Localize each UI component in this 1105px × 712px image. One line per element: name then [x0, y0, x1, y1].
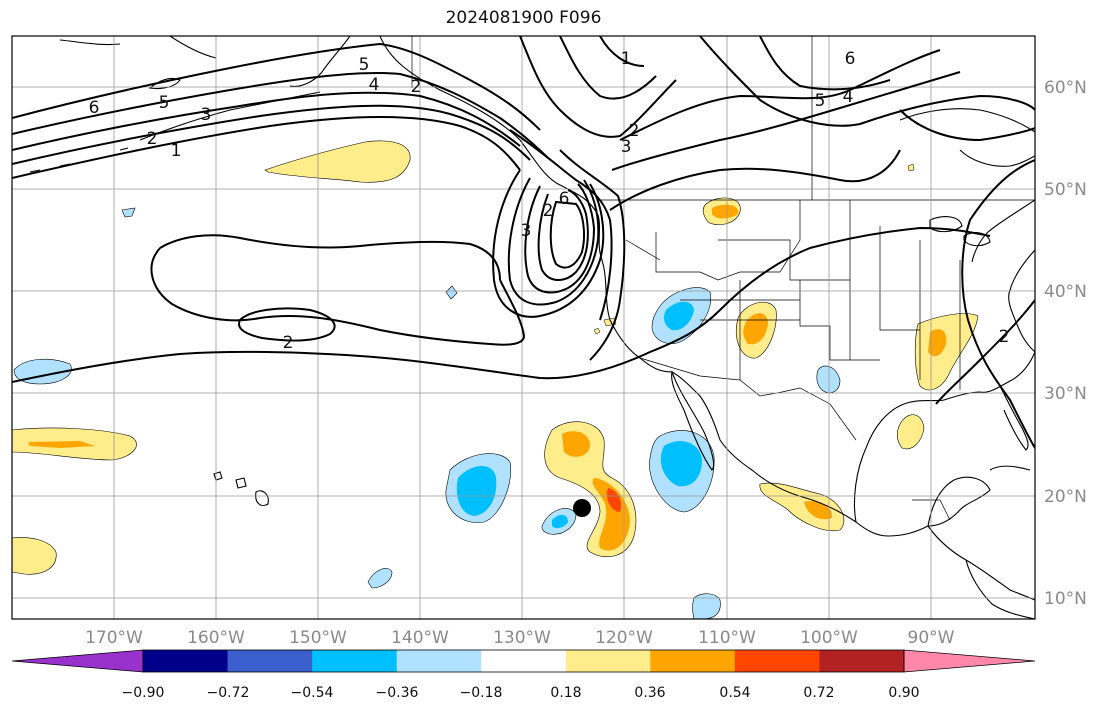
contour-label: 6: [559, 189, 570, 209]
lon-tick-label: 140°W: [391, 628, 449, 648]
colorbar-tick-label: 0.36: [634, 685, 665, 701]
lon-tick-label: 160°W: [187, 628, 245, 648]
contour-label: 3: [201, 105, 212, 125]
lat-tick-label: 50°N: [1044, 180, 1087, 200]
colorbar-segment: [396, 650, 482, 672]
contour-label: 5: [815, 91, 826, 111]
colorbar-frame: [142, 649, 905, 673]
colorbar-min-arrow: [12, 650, 143, 672]
contour-label: 1: [171, 141, 182, 161]
contour-label: 2: [411, 77, 422, 97]
lon-tick-label: 170°W: [85, 628, 143, 648]
longitude-axis: 170°W 160°W 150°W 140°W 130°W 120°W 110°…: [85, 628, 955, 648]
colorbar-tick-label: 0.54: [719, 685, 750, 701]
colorbar-segment: [481, 650, 567, 672]
colorbar-max-arrow: [904, 650, 1035, 672]
lat-tick-label: 40°N: [1044, 282, 1087, 302]
colorbar-tick-label: −0.90: [122, 685, 165, 701]
contour-label: 4: [843, 87, 854, 107]
graticule: [12, 36, 1035, 619]
colorbar-tick-label: 0.90: [888, 685, 919, 701]
lon-tick-label: 120°W: [595, 628, 653, 648]
colorbar-segment: [143, 650, 229, 672]
lon-tick-label: 150°W: [289, 628, 347, 648]
lon-tick-label: 130°W: [493, 628, 551, 648]
colorbar-segment: [819, 650, 905, 672]
contour-label: 2: [147, 129, 158, 149]
political-borders: [411, 36, 1035, 521]
colorbar-ticks: −0.90 −0.72 −0.54 −0.36 −0.18 0.18 0.36 …: [122, 685, 920, 701]
contour-label: 2: [999, 327, 1010, 347]
lat-tick-label: 10°N: [1044, 589, 1087, 609]
map-title: 2024081900 F096: [445, 8, 602, 28]
contour-label: 2: [543, 201, 554, 221]
contour-label: 4: [369, 75, 380, 95]
plot-area: [12, 36, 1035, 619]
contour-label-group: 6 5 3 2 1 2 6 5 4 3 2 1 2 6 5 4 3 2 2: [89, 49, 1010, 353]
plot-border: [11, 35, 1036, 620]
colorbar-segment: [734, 650, 820, 672]
contour-label: 6: [89, 98, 100, 118]
colorbar-segments: [12, 650, 1035, 672]
lat-tick-label: 20°N: [1044, 487, 1087, 507]
contour-lines: [12, 36, 1035, 449]
lon-tick-label: 110°W: [698, 628, 756, 648]
contour-label: 6: [845, 49, 856, 69]
lon-tick-label: 90°W: [908, 628, 955, 648]
contour-label: 5: [359, 55, 370, 75]
colorbar-tick-label: −0.36: [376, 685, 419, 701]
colorbar-tick-label: 0.72: [803, 685, 834, 701]
colorbar-tick-label: −0.18: [460, 685, 503, 701]
colorbar-segment: [650, 650, 736, 672]
contour-label: 5: [159, 93, 170, 113]
colorbar-segment: [227, 650, 313, 672]
lon-tick-label: 100°W: [800, 628, 858, 648]
colorbar-tick-label: −0.54: [291, 685, 334, 701]
contour-label: 1: [621, 49, 632, 69]
lat-tick-label: 30°N: [1044, 384, 1087, 404]
contour-label: 2: [629, 121, 640, 141]
latitude-axis: 60°N 50°N 40°N 30°N 20°N 10°N: [1044, 78, 1087, 609]
colorbar-tick-label: −0.72: [207, 685, 250, 701]
contour-label: 3: [621, 137, 632, 157]
anomaly-shading: [12, 140, 979, 619]
lat-tick-label: 60°N: [1044, 78, 1087, 98]
contour-label: 2: [283, 333, 294, 353]
storm-center-marker: [573, 499, 591, 517]
colorbar-tick-label: 0.18: [550, 685, 581, 701]
colorbar-segment: [312, 650, 398, 672]
colorbar: −0.90 −0.72 −0.54 −0.36 −0.18 0.18 0.36 …: [11, 649, 1036, 701]
colorbar-segment: [565, 650, 651, 672]
contour-label: 3: [521, 221, 532, 241]
